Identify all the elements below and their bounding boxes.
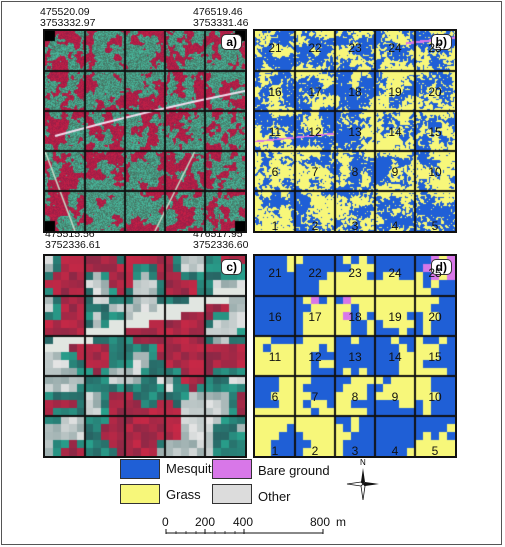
- scale-tick-400: 400: [233, 515, 254, 529]
- cell-number: 14: [388, 350, 402, 364]
- coord-top-left: 475520.09 3753332.97: [40, 6, 96, 29]
- cell-number: 1: [271, 219, 279, 233]
- panel-b-label: b): [430, 34, 452, 50]
- cell-number: 22: [308, 266, 322, 280]
- cell-number: 22: [308, 41, 322, 55]
- cell-number: 2: [311, 219, 319, 233]
- cell-number: 21: [268, 41, 282, 55]
- legend-label-mesquite: Mesquite: [166, 461, 219, 476]
- cell-number: 3: [351, 219, 359, 233]
- cell-number: 12: [308, 350, 322, 364]
- cell-number: 24: [388, 266, 402, 280]
- panel-c-satellite-image: c): [43, 254, 247, 458]
- cell-number: 17: [308, 310, 322, 324]
- cell-number: 19: [388, 85, 402, 99]
- panel-d-label: d): [430, 259, 452, 275]
- cell-number: 18: [348, 310, 362, 324]
- scale-unit: m: [336, 515, 346, 529]
- cell-number: 15: [428, 125, 442, 139]
- cell-number: 11: [268, 350, 282, 364]
- cell-number: 1: [271, 444, 279, 458]
- cell-number: 21: [268, 266, 282, 280]
- scale-tick-200: 200: [195, 515, 216, 529]
- legend-swatch-bare-ground: [212, 459, 252, 479]
- cell-number: 25: [428, 41, 442, 55]
- cell-number: 11: [268, 125, 282, 139]
- cell-number: 19: [388, 310, 402, 324]
- cell-number: 6: [271, 390, 279, 404]
- cell-number: 20: [428, 85, 442, 99]
- cell-number: 8: [351, 165, 359, 179]
- cell-number: 14: [388, 125, 402, 139]
- coord-bottom-right: 476517.95 3752336.60: [193, 228, 249, 251]
- cell-number: 20: [428, 310, 442, 324]
- cell-number: 7: [311, 165, 319, 179]
- cell-number: 23: [348, 266, 362, 280]
- cell-number: 9: [391, 390, 399, 404]
- legend-label-other: Other: [258, 489, 291, 504]
- scale-tick-0: 0: [162, 515, 169, 529]
- cell-number: 4: [391, 219, 399, 233]
- cell-number: 5: [431, 219, 439, 233]
- compass-rose-icon: [346, 468, 379, 501]
- panel-a-label: a): [221, 34, 242, 50]
- cell-number: 10: [428, 390, 442, 404]
- cell-number: 12: [308, 125, 322, 139]
- cell-number: 25: [428, 266, 442, 280]
- cell-number: 3: [351, 444, 359, 458]
- cell-number: 24: [388, 41, 402, 55]
- cell-number: 16: [268, 85, 282, 99]
- cell-number: 13: [348, 125, 362, 139]
- panel-d-classified-map: d) 21 22 23 24 25 16 17 18 19 20 11 12 13 14 15 6 7 8 9 10 1…: [253, 254, 457, 458]
- legend-label-grass: Grass: [166, 487, 201, 502]
- cell-number: 16: [268, 310, 282, 324]
- cell-number: 5: [431, 444, 439, 458]
- cell-number: 23: [348, 41, 362, 55]
- cell-number: 6: [271, 165, 279, 179]
- north-label: N: [360, 458, 366, 467]
- coord-bottom-left: 475515.56 3752336.61: [45, 228, 101, 251]
- panel-c-label: c): [221, 259, 242, 275]
- cell-number: 18: [348, 85, 362, 99]
- panel-a-aerial-image: a): [43, 29, 247, 233]
- cell-number: 8: [351, 390, 359, 404]
- legend-swatch-mesquite: [120, 459, 160, 479]
- coord-top-right: 476519.46 3753331.46: [193, 6, 249, 29]
- cell-number: 2: [311, 444, 319, 458]
- legend-swatch-other: [212, 484, 252, 504]
- cell-number: 15: [428, 350, 442, 364]
- legend-swatch-grass: [120, 484, 160, 504]
- legend-label-bare-ground: Bare ground: [258, 463, 330, 478]
- north-arrow: N: [345, 458, 381, 501]
- cell-number: 17: [308, 85, 322, 99]
- cell-number: 7: [311, 390, 319, 404]
- scale-tick-800: 800: [310, 515, 331, 529]
- panel-b-classified-map: b) 21 22 23 24 25 16 17 18 19 20 11 12 13 14 15 6 7 8 9 10 1…: [253, 29, 457, 233]
- cell-number: 9: [391, 165, 399, 179]
- scale-bar: [165, 529, 324, 534]
- cell-number: 10: [428, 165, 442, 179]
- cell-number: 4: [391, 444, 399, 458]
- cell-number: 13: [348, 350, 362, 364]
